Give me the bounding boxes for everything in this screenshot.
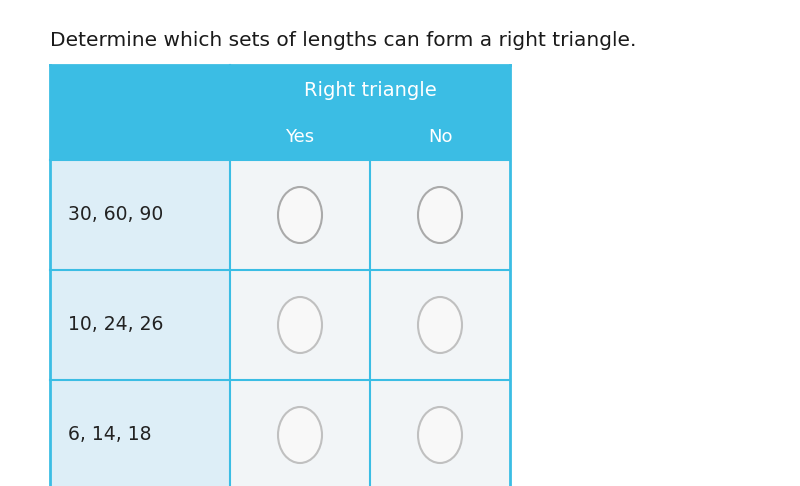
Text: Yes: Yes: [286, 128, 314, 146]
Ellipse shape: [418, 187, 462, 243]
Ellipse shape: [278, 407, 322, 463]
Ellipse shape: [278, 187, 322, 243]
FancyBboxPatch shape: [230, 270, 370, 380]
Text: Right triangle: Right triangle: [304, 81, 436, 100]
FancyBboxPatch shape: [370, 115, 510, 160]
Text: 10, 24, 26: 10, 24, 26: [68, 315, 163, 334]
Text: 6, 14, 18: 6, 14, 18: [68, 426, 151, 445]
FancyBboxPatch shape: [370, 160, 510, 270]
FancyBboxPatch shape: [50, 270, 230, 380]
FancyBboxPatch shape: [370, 270, 510, 380]
Ellipse shape: [418, 297, 462, 353]
FancyBboxPatch shape: [230, 115, 370, 160]
Text: Determine which sets of lengths can form a right triangle.: Determine which sets of lengths can form…: [50, 31, 636, 50]
FancyBboxPatch shape: [370, 380, 510, 486]
FancyBboxPatch shape: [230, 380, 370, 486]
FancyBboxPatch shape: [230, 65, 510, 115]
FancyBboxPatch shape: [230, 160, 370, 270]
FancyBboxPatch shape: [50, 380, 230, 486]
FancyBboxPatch shape: [50, 65, 230, 115]
Ellipse shape: [418, 407, 462, 463]
FancyBboxPatch shape: [50, 115, 230, 160]
FancyBboxPatch shape: [50, 160, 230, 270]
Text: 30, 60, 90: 30, 60, 90: [68, 206, 163, 225]
Text: No: No: [428, 128, 452, 146]
Ellipse shape: [278, 297, 322, 353]
